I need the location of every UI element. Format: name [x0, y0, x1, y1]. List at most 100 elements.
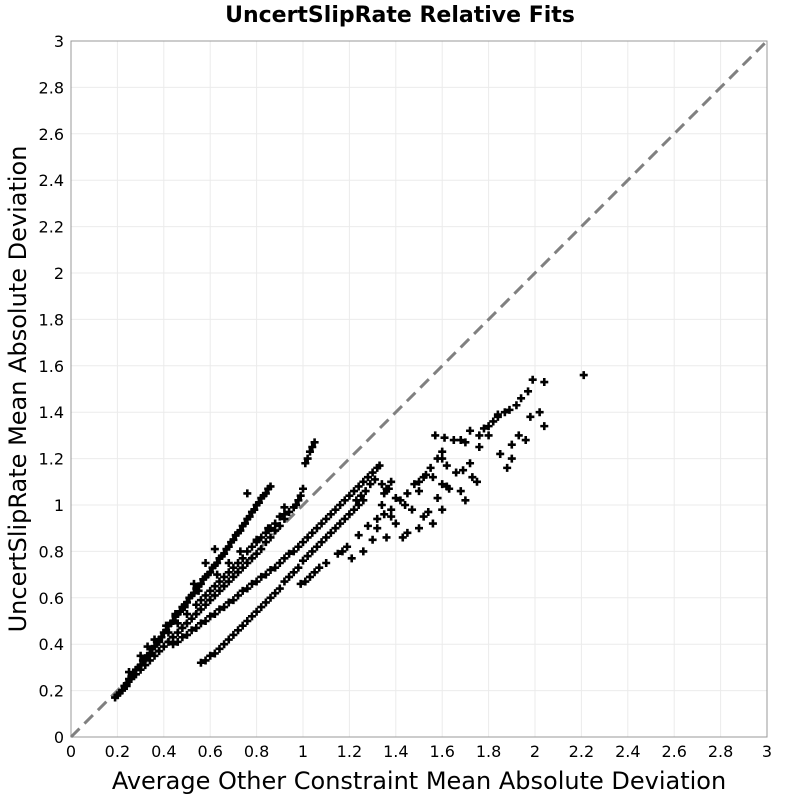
data-point: [473, 477, 481, 486]
data-point: [579, 371, 588, 380]
data-point: [292, 501, 301, 509]
data-point: [236, 547, 245, 556]
data-point: [215, 577, 224, 586]
x-tick-label: 3: [762, 742, 772, 761]
data-point: [428, 473, 437, 482]
data-point: [229, 596, 238, 605]
data-point: [517, 394, 526, 403]
y-tick-label: 0.8: [39, 542, 64, 561]
data-point: [493, 410, 502, 419]
x-tick-label: 0.6: [197, 742, 222, 761]
data-point: [243, 559, 252, 567]
data-point: [361, 487, 370, 496]
data-point: [340, 514, 349, 523]
data-point: [296, 491, 305, 500]
data-point: [210, 582, 219, 591]
data-point: [243, 547, 252, 556]
data-point: [331, 505, 340, 514]
data-point: [310, 438, 319, 447]
x-axis-label: Average Other Constraint Mean Absolute D…: [112, 767, 726, 795]
x-tick-label: 2.6: [661, 742, 686, 761]
data-point: [528, 375, 537, 384]
data-point: [275, 584, 284, 593]
data-point: [236, 526, 245, 535]
data-point: [164, 628, 173, 637]
data-point: [514, 431, 523, 440]
data-point: [213, 559, 222, 567]
data-point: [224, 559, 233, 567]
data-point: [261, 528, 270, 537]
data-point: [333, 549, 342, 558]
data-point: [210, 610, 219, 619]
data-point: [252, 535, 261, 544]
data-point: [210, 545, 219, 554]
data-point: [322, 559, 331, 567]
data-point: [118, 686, 127, 695]
data-point: [354, 531, 363, 540]
data-point: [187, 614, 196, 623]
data-point: [294, 563, 303, 572]
data-point: [173, 628, 182, 637]
data-point: [254, 498, 263, 507]
data-point: [336, 501, 345, 509]
data-point: [310, 568, 319, 577]
data-point: [350, 487, 359, 496]
data-point: [535, 408, 544, 417]
data-point: [294, 496, 303, 505]
data-point: [201, 617, 210, 625]
data-point: [220, 640, 229, 649]
data-point: [275, 512, 284, 521]
reference-diagonal-line: [69, 39, 769, 739]
x-tick-label: 0.8: [244, 742, 269, 761]
data-point: [201, 559, 210, 567]
data-point: [387, 512, 396, 521]
data-point: [503, 463, 512, 472]
data-point: [359, 477, 368, 486]
data-point: [289, 568, 298, 577]
data-point: [496, 449, 505, 458]
data-point: [289, 547, 298, 556]
data-point: [215, 605, 224, 614]
data-point: [180, 603, 189, 612]
data-point: [257, 545, 266, 554]
data-point: [266, 565, 275, 574]
x-tick-label: 0.4: [151, 742, 176, 761]
y-tick-label: 2: [54, 264, 64, 283]
data-point: [431, 431, 440, 440]
data-point: [484, 431, 493, 440]
data-point: [234, 626, 243, 635]
data-point: [234, 568, 243, 577]
data-point: [261, 538, 270, 547]
data-point: [419, 512, 428, 521]
data-point: [247, 554, 256, 563]
data-point: [201, 591, 210, 600]
data-point: [247, 612, 256, 621]
data-points: [111, 371, 588, 702]
x-tick-label: 1.4: [383, 742, 408, 761]
data-point: [243, 489, 252, 498]
data-point: [387, 477, 396, 486]
data-point: [489, 417, 498, 426]
data-point: [438, 447, 447, 456]
data-point: [479, 424, 488, 433]
data-point: [145, 649, 154, 658]
data-point: [524, 387, 533, 396]
data-point: [271, 563, 280, 572]
data-point: [261, 570, 270, 579]
data-point: [466, 426, 475, 435]
data-point: [243, 584, 252, 593]
data-point: [183, 598, 191, 607]
y-axis-ticks: 0 0.2 0.4 0.6 0.8 1 1.2 1.4 1.6 1.8 2 2.2 2.4 2.6 2.8 3: [39, 32, 64, 747]
data-point: [357, 491, 365, 500]
data-point: [445, 484, 454, 493]
data-point: [150, 651, 159, 660]
data-point: [136, 665, 145, 674]
data-point: [220, 582, 229, 591]
data-point: [312, 524, 321, 533]
data-point: [220, 549, 229, 558]
data-point: [215, 644, 224, 653]
y-tick-label: 1: [54, 496, 64, 515]
data-point: [127, 675, 136, 683]
data-point: [206, 568, 215, 577]
data-point: [234, 591, 243, 600]
